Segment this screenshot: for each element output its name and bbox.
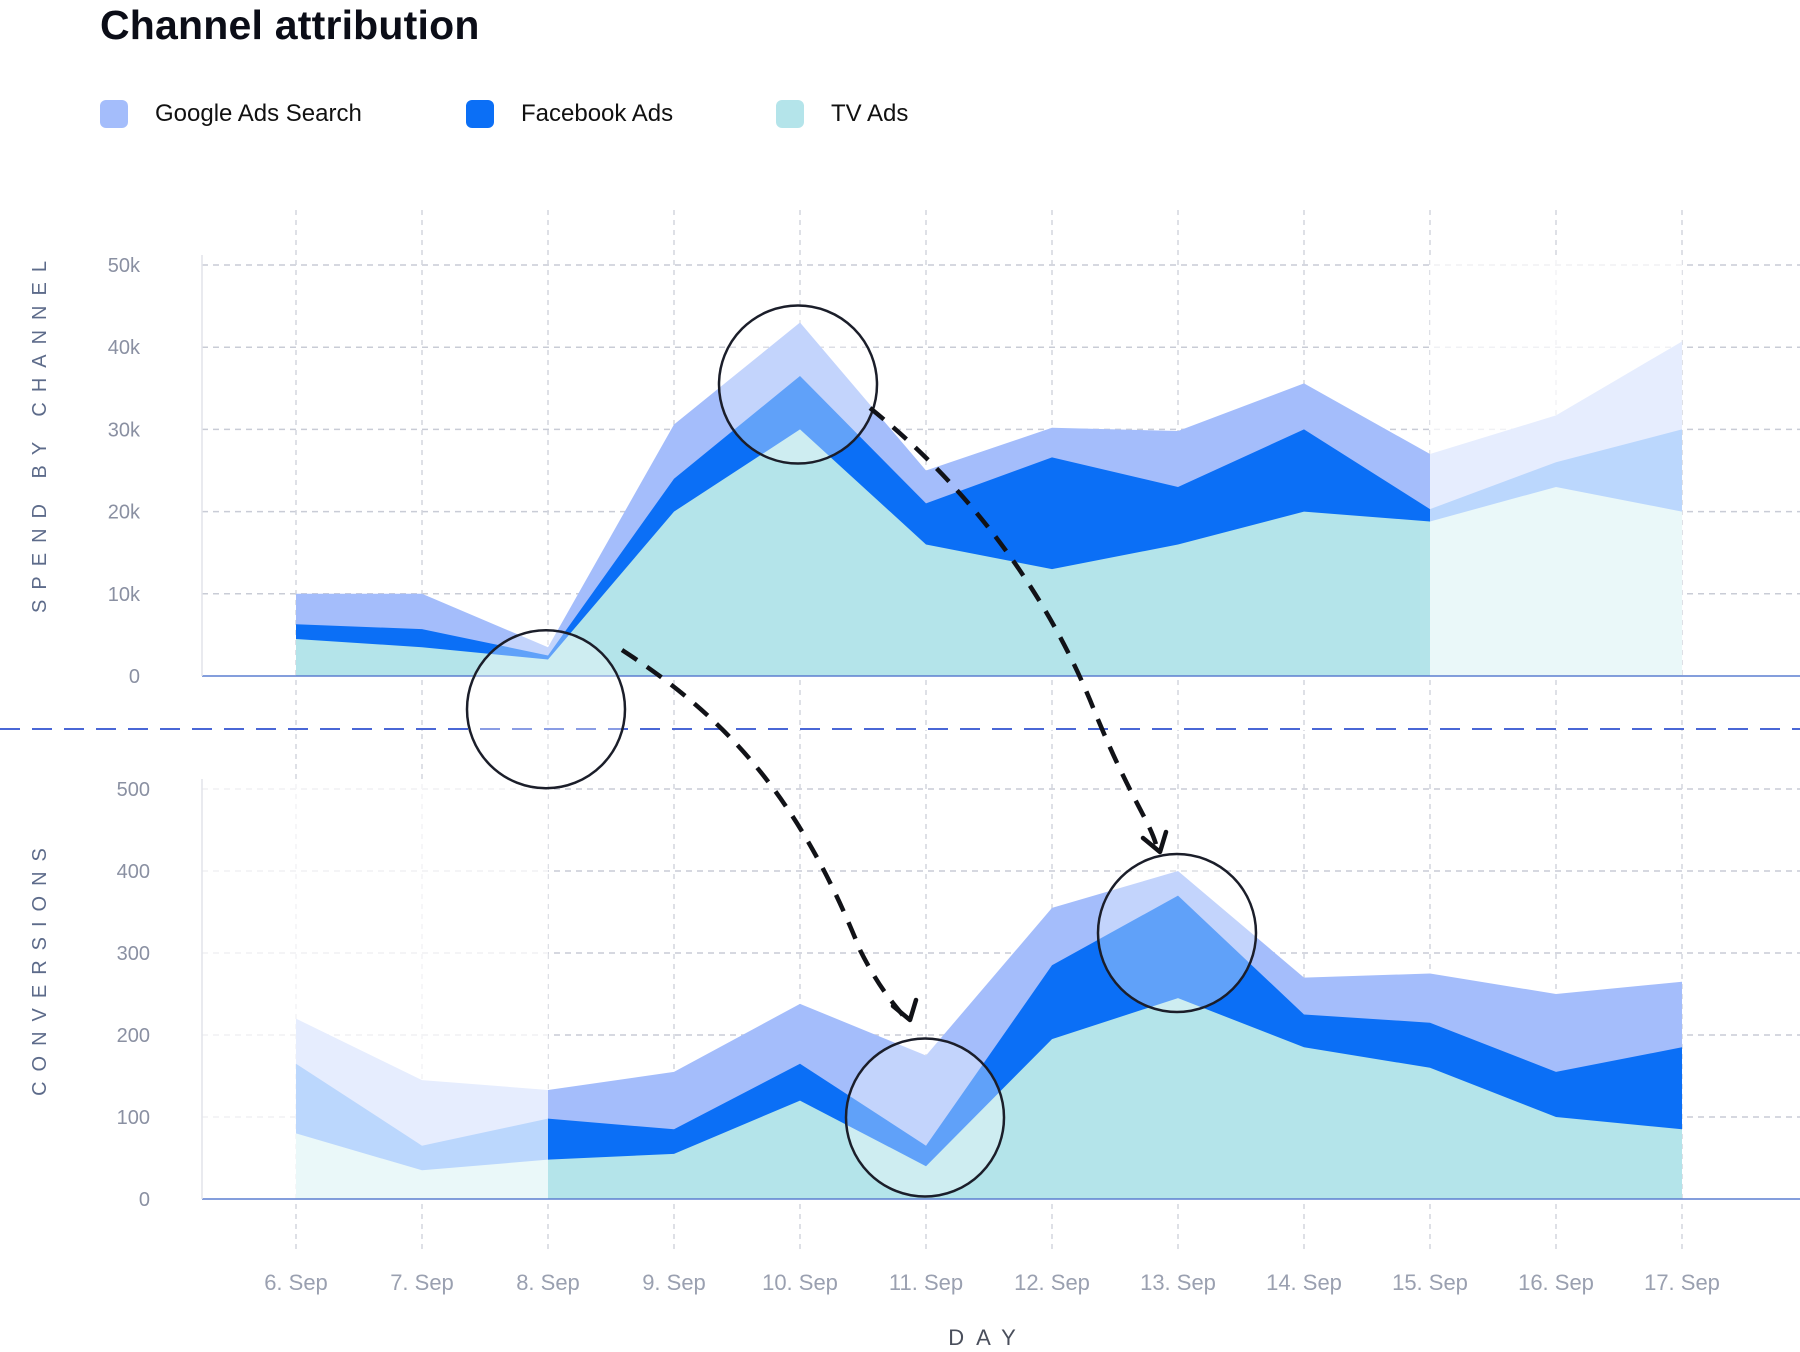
x-tick-label: 12. Sep bbox=[1014, 1270, 1090, 1295]
y-tick-label: 200 bbox=[117, 1025, 150, 1047]
x-tick-label: 11. Sep bbox=[889, 1270, 963, 1295]
x-tick-label: 13. Sep bbox=[1140, 1270, 1216, 1295]
faded-region bbox=[202, 779, 548, 1199]
arrow-8sep-to-11sep-head bbox=[890, 997, 919, 1023]
area-tv-ads-conversions[interactable] bbox=[296, 998, 1682, 1199]
x-tick-label: 6. Sep bbox=[264, 1270, 328, 1295]
y-tick-label: 100 bbox=[117, 1107, 150, 1129]
y-tick-label: 40k bbox=[108, 337, 141, 359]
arrow-10sep-to-13sep bbox=[868, 406, 1160, 849]
x-tick-label: 17. Sep bbox=[1644, 1270, 1720, 1295]
legend-label-tv-ads: TV Ads bbox=[831, 100, 909, 127]
arrow-10sep-to-13sep-head bbox=[1140, 829, 1169, 855]
x-tick-label: 10. Sep bbox=[762, 1270, 838, 1295]
y-axis-title-conversions: CONVERSIONS bbox=[29, 838, 51, 1096]
legend-swatch-google-ads-search bbox=[100, 100, 128, 128]
legend-label-facebook-ads: Facebook Ads bbox=[521, 100, 674, 127]
highlight-circle-10-sep bbox=[717, 304, 879, 465]
legend-swatch-tv-ads bbox=[776, 100, 804, 128]
highlight-circle-11-sep bbox=[844, 1037, 1006, 1198]
legend-swatch-facebook-ads bbox=[466, 100, 494, 128]
axes bbox=[0, 255, 1800, 1200]
y-tick-label: 10k bbox=[108, 584, 141, 606]
x-tick-label: 14. Sep bbox=[1266, 1270, 1342, 1295]
arrow-8sep-to-11sep bbox=[620, 648, 907, 1020]
faded-region bbox=[1430, 255, 1682, 676]
highlight-circle-13-sep bbox=[1096, 852, 1258, 1014]
annotations bbox=[465, 304, 1258, 1198]
legend-label-google-ads-search: Google Ads Search bbox=[155, 100, 362, 127]
y-tick-label: 20k bbox=[108, 502, 141, 524]
chart-legend: Google Ads Search Facebook Ads TV Ads bbox=[100, 98, 1500, 132]
y-tick-label: 400 bbox=[117, 861, 150, 883]
y-tick-label: 30k bbox=[108, 419, 141, 441]
x-axis-title: DAY bbox=[948, 1325, 1028, 1350]
axis-labels: SPEND BY CHANNEL CONVERSIONS DAY 0 10k 20k… bbox=[29, 251, 1720, 1350]
y-axis-title-spend: SPEND BY CHANNEL bbox=[29, 251, 51, 613]
x-tick-label: 7. Sep bbox=[390, 1270, 454, 1295]
x-tick-label: 16. Sep bbox=[1518, 1270, 1594, 1295]
y-tick-label: 50k bbox=[108, 255, 141, 277]
x-tick-label: 8. Sep bbox=[516, 1270, 580, 1295]
y-tick-label: 0 bbox=[129, 666, 140, 688]
x-tick-label: 15. Sep bbox=[1392, 1270, 1468, 1295]
y-tick-label: 500 bbox=[117, 779, 150, 801]
chart-title: Channel attribution bbox=[100, 2, 480, 48]
y-tick-label: 300 bbox=[117, 943, 150, 965]
x-tick-label: 9. Sep bbox=[642, 1270, 706, 1295]
y-tick-label: 0 bbox=[139, 1189, 150, 1211]
highlight-circle-8-sep bbox=[465, 628, 627, 790]
area-tv-ads-spend[interactable] bbox=[296, 429, 1682, 676]
